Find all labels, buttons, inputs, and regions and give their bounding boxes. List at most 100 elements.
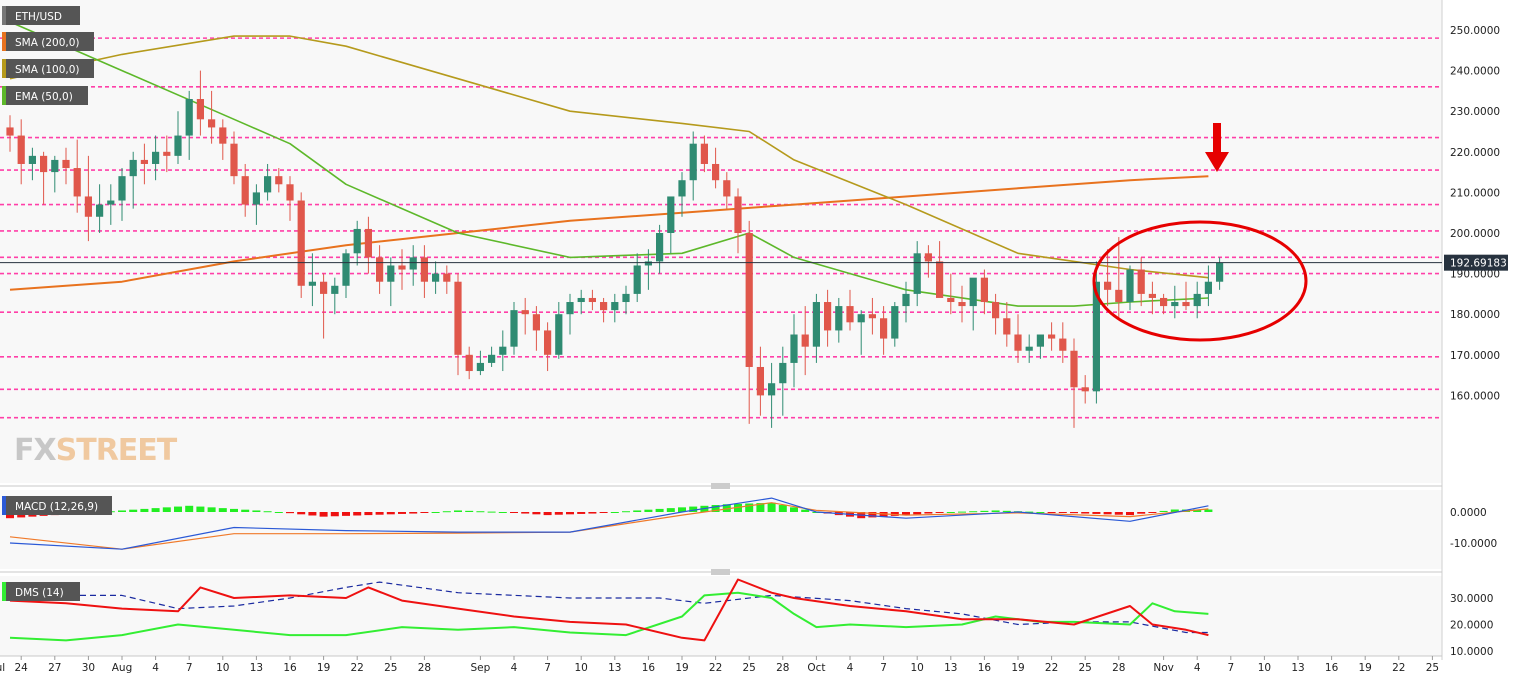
candle-body[interactable] <box>1160 297 1168 307</box>
candle-body[interactable] <box>521 310 529 315</box>
candle-body[interactable] <box>73 168 81 197</box>
candle-body[interactable] <box>891 306 899 339</box>
candle-body[interactable] <box>1216 262 1224 282</box>
candle-body[interactable] <box>768 383 776 396</box>
candle-body[interactable] <box>824 302 832 331</box>
candle-body[interactable] <box>734 196 742 233</box>
candle-body[interactable] <box>443 273 451 282</box>
candle-body[interactable] <box>644 261 652 266</box>
candle-body[interactable] <box>1148 293 1156 298</box>
candle-body[interactable] <box>476 362 484 372</box>
legend-tag-sma200[interactable]: SMA (200,0) <box>2 32 94 51</box>
candle-body[interactable] <box>140 159 148 164</box>
candle-body[interactable] <box>152 151 160 164</box>
candle-body[interactable] <box>1003 318 1011 335</box>
candle-body[interactable] <box>62 159 70 169</box>
candle-body[interactable] <box>1092 281 1100 392</box>
candle-body[interactable] <box>958 302 966 307</box>
candle-body[interactable] <box>454 281 462 355</box>
candle-body[interactable] <box>275 176 283 185</box>
candle-body[interactable] <box>84 196 92 217</box>
candle-body[interactable] <box>790 334 798 363</box>
candle-body[interactable] <box>499 346 507 355</box>
candle-body[interactable] <box>544 330 552 355</box>
candle-body[interactable] <box>40 155 48 173</box>
candle-body[interactable] <box>723 180 731 197</box>
candle-body[interactable] <box>208 119 216 128</box>
candle-body[interactable] <box>252 192 260 205</box>
candle-body[interactable] <box>196 99 204 120</box>
candle-body[interactable] <box>510 310 518 347</box>
candle-body[interactable] <box>129 159 137 177</box>
candle-body[interactable] <box>1070 350 1078 388</box>
candle-body[interactable] <box>1048 334 1056 339</box>
candle-body[interactable] <box>622 293 630 303</box>
candle-body[interactable] <box>230 143 238 177</box>
candle-body[interactable] <box>342 253 350 286</box>
candle-body[interactable] <box>51 159 59 173</box>
candle-body[interactable] <box>1115 289 1123 303</box>
legend-tag-dms[interactable]: DMS (14) <box>2 582 80 601</box>
candle-body[interactable] <box>185 99 193 136</box>
candle-body[interactable] <box>689 143 697 181</box>
candle-body[interactable] <box>96 204 104 217</box>
candle-body[interactable] <box>1137 269 1145 294</box>
candle-body[interactable] <box>577 297 585 303</box>
dms-pane[interactable] <box>0 576 1442 656</box>
candle-body[interactable] <box>320 281 328 294</box>
pane-resize-handle-icon[interactable] <box>711 569 730 575</box>
candle-body[interactable] <box>286 184 294 201</box>
candle-body[interactable] <box>1104 281 1112 290</box>
candle-body[interactable] <box>1059 338 1067 351</box>
candle-body[interactable] <box>376 257 384 282</box>
candle-body[interactable] <box>1126 269 1134 303</box>
candle-body[interactable] <box>241 176 249 205</box>
legend-tag-pair[interactable]: ETH/USD <box>2 6 80 25</box>
legend-tag-ema50[interactable]: EMA (50,0) <box>2 86 88 105</box>
candle-body[interactable] <box>28 155 36 164</box>
candle-body[interactable] <box>118 176 126 201</box>
candle-body[interactable] <box>880 318 888 339</box>
candle-body[interactable] <box>980 277 988 303</box>
candle-body[interactable] <box>1081 387 1089 392</box>
candle-body[interactable] <box>902 293 910 307</box>
candle-body[interactable] <box>812 302 820 347</box>
candle-body[interactable] <box>308 281 316 286</box>
candle-body[interactable] <box>331 285 339 294</box>
candle-body[interactable] <box>398 265 406 270</box>
pane-resize-handle-icon[interactable] <box>711 483 730 489</box>
candle-body[interactable] <box>1014 334 1022 351</box>
candle-body[interactable] <box>633 265 641 294</box>
candle-body[interactable] <box>611 302 619 311</box>
candle-body[interactable] <box>1171 302 1179 307</box>
candle-body[interactable] <box>488 354 496 363</box>
candle-body[interactable] <box>835 306 843 331</box>
candle-body[interactable] <box>409 257 417 270</box>
candle-body[interactable] <box>756 366 764 396</box>
candle-body[interactable] <box>846 306 854 323</box>
candle-body[interactable] <box>868 314 876 319</box>
candle-body[interactable] <box>1204 281 1212 294</box>
candle-body[interactable] <box>174 135 182 156</box>
candle-body[interactable] <box>107 200 115 205</box>
candle-body[interactable] <box>364 228 372 258</box>
candle-body[interactable] <box>1182 302 1190 307</box>
candle-body[interactable] <box>712 163 720 181</box>
candle-body[interactable] <box>420 257 428 282</box>
candle-body[interactable] <box>667 196 675 233</box>
legend-tag-macd[interactable]: MACD (12,26,9) <box>2 496 112 515</box>
candle-body[interactable] <box>656 233 664 262</box>
candle-body[interactable] <box>913 253 921 294</box>
candle-body[interactable] <box>432 273 440 282</box>
candle-body[interactable] <box>678 180 686 197</box>
candle-body[interactable] <box>857 314 865 323</box>
candle-body[interactable] <box>801 334 809 347</box>
candle-body[interactable] <box>555 314 563 355</box>
candle-body[interactable] <box>947 297 955 303</box>
candle-body[interactable] <box>566 302 574 315</box>
candle-body[interactable] <box>297 200 305 286</box>
candle-body[interactable] <box>1025 346 1033 351</box>
candle-body[interactable] <box>1193 293 1201 307</box>
candle-body[interactable] <box>219 127 227 144</box>
legend-tag-sma100[interactable]: SMA (100,0) <box>2 59 94 78</box>
